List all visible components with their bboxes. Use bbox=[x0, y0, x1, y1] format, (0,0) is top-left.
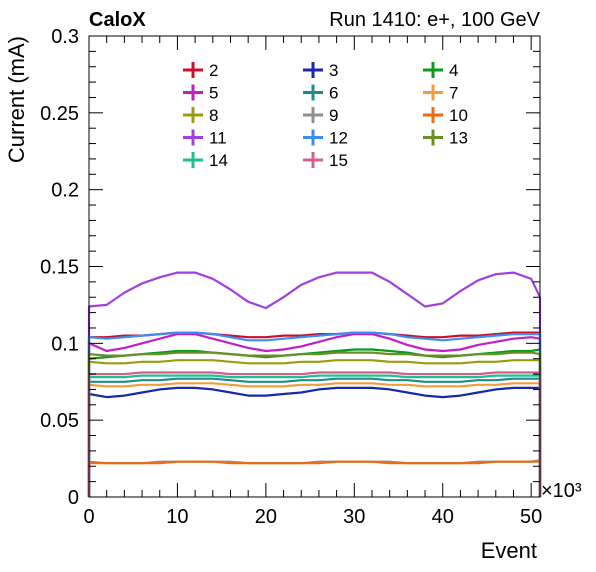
legend-entry-8: 8 bbox=[183, 106, 218, 125]
y-axis-title: Current (mA) bbox=[4, 36, 29, 163]
x-multiplier-label: ×10³ bbox=[541, 480, 582, 502]
legend-entry-11: 11 bbox=[183, 129, 227, 148]
series-line-5 bbox=[87, 333, 542, 497]
y-tick-label: 0.3 bbox=[51, 26, 79, 48]
legend-entry-4: 4 bbox=[423, 61, 458, 80]
x-tick-label: 50 bbox=[520, 506, 542, 528]
header-right-label: Run 1410: e+, 100 GeV bbox=[329, 9, 540, 31]
legend-label: 13 bbox=[449, 129, 468, 148]
header-left-label: CaloX bbox=[89, 9, 146, 31]
legend-entry-9: 9 bbox=[303, 106, 338, 125]
x-axis-title: Event bbox=[481, 538, 537, 563]
y-tick-label: 0.2 bbox=[51, 180, 79, 202]
legend-entry-12: 12 bbox=[303, 129, 348, 148]
y-tick-label: 0.05 bbox=[40, 410, 79, 432]
y-tick-label: 0.25 bbox=[40, 103, 79, 125]
series-line-3 bbox=[87, 386, 542, 497]
legend-entry-13: 13 bbox=[423, 129, 468, 148]
x-tick-label: 20 bbox=[255, 506, 277, 528]
legend-label: 7 bbox=[449, 84, 458, 103]
legend-label: 2 bbox=[209, 61, 218, 80]
legend-label: 8 bbox=[209, 106, 218, 125]
legend-label: 5 bbox=[209, 84, 218, 103]
ticks-layer: 0 10 20 30 40 50 0 0.05 0.1 0.15 0.2 0.25 0.3 bbox=[40, 26, 542, 528]
x-tick-label: 40 bbox=[432, 506, 454, 528]
legend-label: 14 bbox=[209, 151, 228, 170]
series-layer bbox=[87, 271, 542, 497]
y-tick-label: 0.1 bbox=[51, 333, 79, 355]
x-tick-label: 10 bbox=[166, 506, 188, 528]
legend-entry-2: 2 bbox=[183, 61, 218, 80]
legend-label: 10 bbox=[449, 106, 468, 125]
legend-label: 3 bbox=[329, 61, 338, 80]
series-line-13 bbox=[87, 351, 542, 497]
legend: 2 3 4 5 6 7 8 9 10 11 12 13 14 15 bbox=[183, 61, 468, 170]
y-tick-label: 0 bbox=[68, 487, 79, 509]
legend-label: 15 bbox=[329, 151, 348, 170]
legend-entry-7: 7 bbox=[423, 84, 458, 103]
legend-entry-14: 14 bbox=[183, 151, 228, 170]
series-line-15 bbox=[87, 371, 542, 497]
x-tick-label: 0 bbox=[83, 506, 94, 528]
series-line-7 bbox=[87, 382, 542, 497]
legend-entry-5: 5 bbox=[183, 84, 218, 103]
series-line-10 bbox=[87, 460, 542, 497]
legend-label: 6 bbox=[329, 84, 338, 103]
legend-label: 12 bbox=[329, 129, 348, 148]
legend-entry-10: 10 bbox=[423, 106, 468, 125]
series-line-6 bbox=[87, 377, 542, 497]
legend-label: 9 bbox=[329, 106, 338, 125]
series-line-14 bbox=[87, 374, 542, 497]
y-tick-label: 0.15 bbox=[40, 257, 79, 279]
legend-entry-15: 15 bbox=[303, 151, 348, 170]
legend-label: 11 bbox=[209, 129, 227, 148]
legend-label: 4 bbox=[449, 61, 458, 80]
x-tick-label: 30 bbox=[343, 506, 365, 528]
series-line-12 bbox=[87, 331, 542, 497]
series-line-8 bbox=[87, 359, 542, 497]
legend-entry-3: 3 bbox=[303, 61, 338, 80]
legend-entry-6: 6 bbox=[303, 84, 338, 103]
series-line-11 bbox=[87, 271, 542, 497]
